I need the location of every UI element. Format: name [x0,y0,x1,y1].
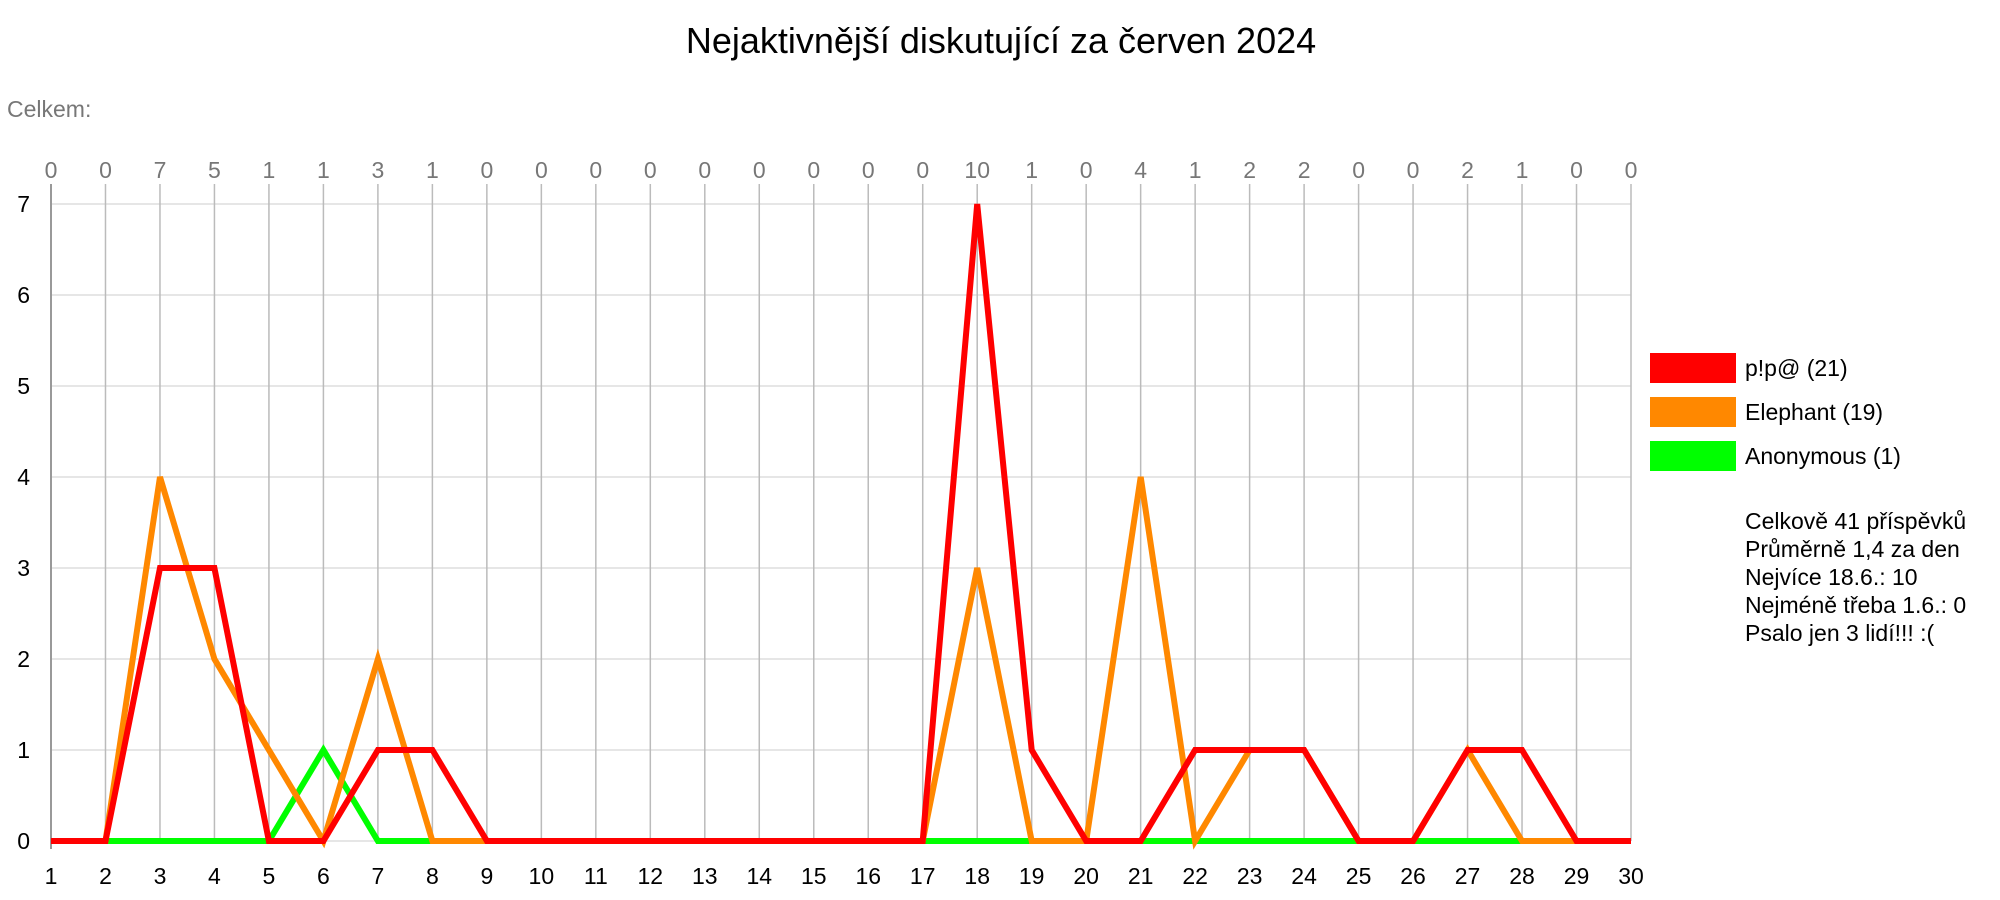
stats-line: Celkově 41 příspěvků [1745,508,1966,534]
x-tick-label: 25 [1346,863,1372,889]
y-tick-label: 0 [17,828,30,854]
daily-total-label: 5 [208,157,221,183]
x-tick-label: 14 [746,863,772,889]
series-line [51,203,1631,844]
daily-total-label: 2 [1461,157,1474,183]
legend-swatch [1650,397,1736,427]
x-tick-label: 26 [1400,863,1426,889]
daily-total-label: 0 [1625,157,1638,183]
daily-total-label: 0 [644,157,657,183]
daily-total-label: 4 [1134,157,1147,183]
x-tick-label: 12 [638,863,664,889]
x-tick-label: 20 [1073,863,1099,889]
legend-label: Anonymous (1) [1745,443,1901,469]
stats-line: Nejméně třeba 1.6.: 0 [1745,592,1966,618]
y-tick-label: 5 [17,373,30,399]
stats-line: Průměrně 1,4 za den [1745,536,1960,562]
x-tick-label: 17 [910,863,936,889]
daily-total-label: 2 [1243,157,1256,183]
y-tick-label: 7 [17,191,30,217]
y-tick-label: 6 [17,282,30,308]
y-axis-ticks: 0 1 2 3 4 5 6 7 [17,191,30,854]
x-tick-label: 16 [855,863,881,889]
x-tick-label: 21 [1128,863,1154,889]
daily-total-label: 1 [317,157,330,183]
daily-total-label: 0 [589,157,602,183]
daily-total-label: 1 [1516,157,1529,183]
x-tick-label: 22 [1182,863,1208,889]
x-tick-label: 27 [1455,863,1481,889]
x-tick-label: 28 [1509,863,1535,889]
x-tick-label: 18 [964,863,990,889]
x-tick-label: 24 [1291,863,1317,889]
x-tick-label: 9 [480,863,493,889]
x-tick-label: 1 [45,863,58,889]
legend-swatch [1650,353,1736,383]
y-tick-label: 3 [17,555,30,581]
daily-total-label: 1 [263,157,276,183]
daily-total-label: 0 [1352,157,1365,183]
daily-total-label: 3 [371,157,384,183]
daily-total-label: 0 [862,157,875,183]
legend: p!p@ (21) Elephant (19) Anonymous (1) [1650,353,1901,471]
daily-total-label: 1 [1189,157,1202,183]
stats-line: Psalo jen 3 lidí!!! :( [1745,620,1935,646]
grid [50,184,1632,849]
x-tick-label: 4 [208,863,221,889]
x-tick-label: 6 [317,863,330,889]
daily-total-label: 0 [753,157,766,183]
totals-label: Celkem: [7,96,91,122]
x-tick-label: 7 [371,863,384,889]
series-lines [51,203,1631,850]
x-tick-label: 5 [263,863,276,889]
y-tick-label: 4 [17,464,30,490]
x-tick-label: 23 [1237,863,1263,889]
daily-total-label: 0 [45,157,58,183]
x-tick-label: 30 [1618,863,1644,889]
daily-total-label: 0 [1570,157,1583,183]
series-line [51,744,1631,844]
daily-total-label: 1 [1025,157,1038,183]
x-tick-label: 29 [1564,863,1590,889]
daily-total-label: 0 [807,157,820,183]
x-tick-label: 10 [529,863,555,889]
daily-total-label: 0 [535,157,548,183]
y-tick-label: 1 [17,737,30,763]
daily-totals: 0 0 7 5 1 1 3 1 0 0 0 0 0 0 0 0 0 10 1 0 4 1 2 2 0 0 2 1 0 0 [45,157,1638,183]
x-tick-label: 19 [1019,863,1045,889]
y-tick-label: 2 [17,646,30,672]
daily-total-label: 0 [916,157,929,183]
x-tick-label: 2 [99,863,112,889]
x-axis-ticks: 1 2 3 4 5 6 7 8 9 10 11 12 13 14 15 16 17 18 19 20 21 22 23 24 2… [45,863,1644,889]
daily-total-label: 0 [698,157,711,183]
x-tick-label: 8 [426,863,439,889]
legend-label: Elephant (19) [1745,399,1883,425]
x-tick-label: 13 [692,863,718,889]
legend-swatch [1650,441,1736,471]
daily-total-label: 2 [1298,157,1311,183]
x-tick-label: 15 [801,863,827,889]
daily-total-label: 0 [99,157,112,183]
x-tick-label: 3 [154,863,167,889]
daily-total-label: 0 [480,157,493,183]
daily-total-label: 1 [426,157,439,183]
x-tick-label: 11 [584,863,608,889]
daily-total-label: 0 [1080,157,1093,183]
daily-total-label: 0 [1407,157,1420,183]
legend-label: p!p@ (21) [1745,355,1848,381]
daily-total-label: 7 [154,157,167,183]
stats-line: Nejvíce 18.6.: 10 [1745,564,1918,590]
daily-total-label: 10 [964,157,990,183]
chart-title: Nejaktivnější diskutující za červen 2024 [686,20,1316,61]
